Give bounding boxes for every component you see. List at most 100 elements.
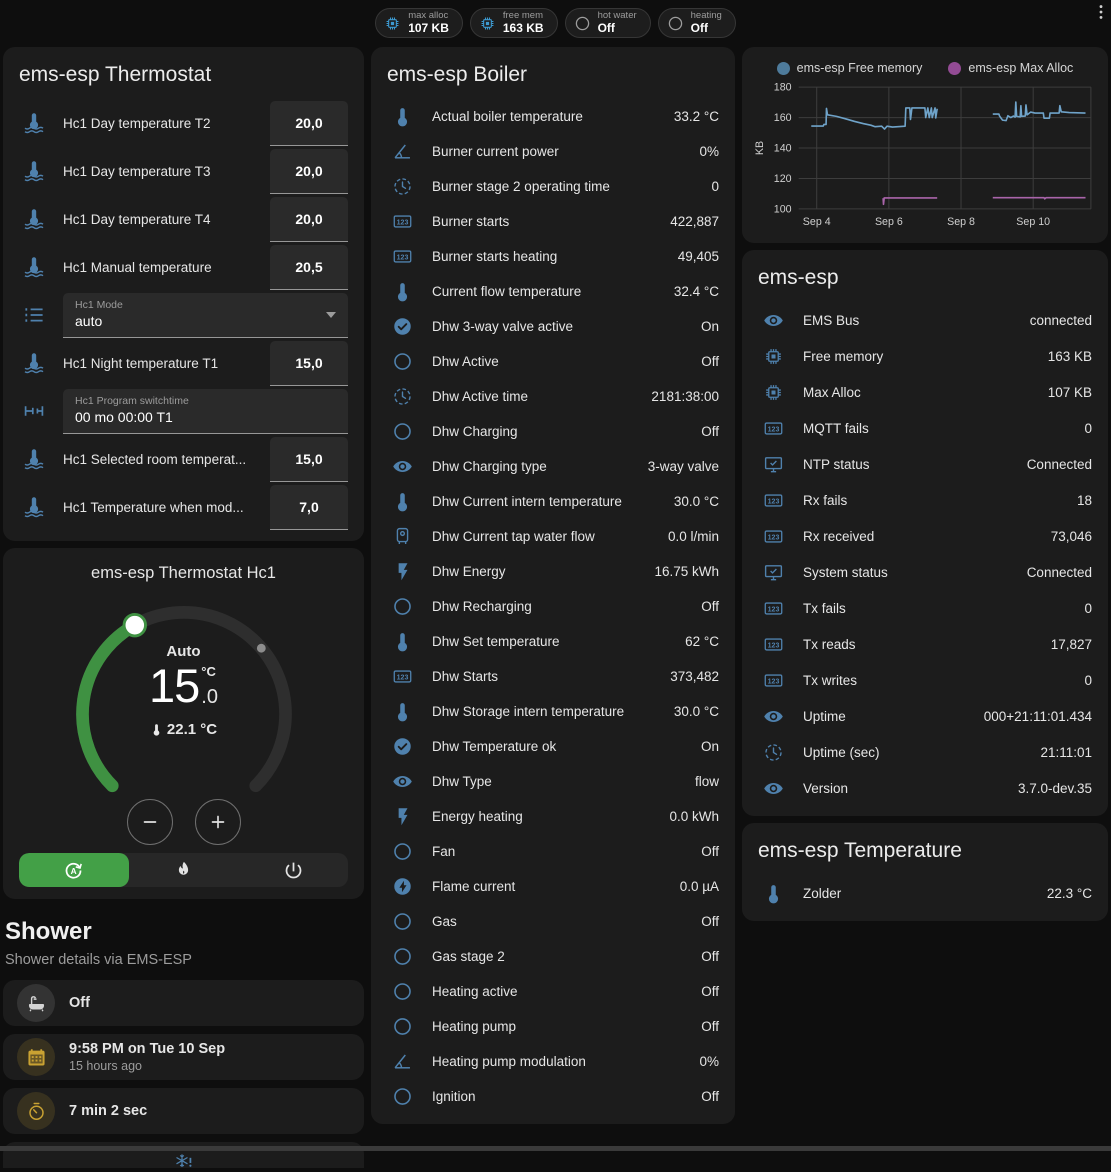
number-input[interactable]: 20,0: [270, 196, 348, 242]
legend-dot-icon: [948, 61, 962, 75]
entity-row[interactable]: Free memory 163 KB: [758, 338, 1092, 374]
entity-row[interactable]: 123 Dhw Starts 373,482: [387, 659, 719, 694]
circle-icon: [392, 841, 413, 862]
entity-row[interactable]: Dhw Charging Off: [387, 414, 719, 449]
entity-row[interactable]: 123 MQTT fails 0: [758, 410, 1092, 446]
more-options-button[interactable]: [1091, 2, 1111, 22]
entity-row[interactable]: EMS Bus connected: [758, 302, 1092, 338]
entity-row[interactable]: Gas stage 2 Off: [387, 939, 719, 974]
entity-row[interactable]: Dhw Current intern temperature 30.0 °C: [387, 484, 719, 519]
entity-row[interactable]: Flame current 0.0 µA: [387, 869, 719, 904]
flash-icon: [392, 806, 413, 827]
chart-legend: ems-esp Free memory ems-esp Max Alloc: [752, 61, 1098, 75]
shower-title: Shower: [5, 918, 92, 945]
svg-text:180: 180: [774, 82, 792, 94]
entity-row[interactable]: Dhw Active time 2181:38:00: [387, 379, 719, 414]
number-input[interactable]: 15,0: [270, 436, 348, 482]
thermometer-icon: [763, 883, 784, 904]
thermostat-setting-row: Hc1 Day temperature T4 20,0 Hc1 Day temp…: [19, 195, 348, 243]
header-chip[interactable]: free mem 163 KB: [469, 8, 558, 38]
entity-row[interactable]: 123 Rx received 73,046: [758, 518, 1092, 554]
entity-row[interactable]: Zolder 22.3 °C: [758, 875, 1092, 911]
legend-item[interactable]: ems-esp Free memory: [776, 61, 922, 75]
shower-item[interactable]: Off: [3, 980, 364, 1026]
entity-row[interactable]: 123 Tx reads 17,827: [758, 626, 1092, 662]
select-input[interactable]: Hc1 Program switchtime 00 mo 00:00 T1: [63, 388, 348, 434]
eye-icon: [392, 771, 413, 792]
header-chip[interactable]: hot water Off: [564, 8, 651, 38]
water-heater-icon: [392, 526, 413, 547]
entity-row[interactable]: Dhw Temperature ok On: [387, 729, 719, 764]
thermostat-card-title: ems-esp Thermostat Hc1: [91, 564, 276, 582]
dial-readout: Auto 15 °C .0 22.1 °C: [59, 591, 309, 837]
entity-row[interactable]: Dhw Charging type 3-way valve: [387, 449, 719, 484]
number-input[interactable]: 15,0: [270, 340, 348, 386]
entity-row[interactable]: Burner current power 0%: [387, 134, 719, 169]
shower-item[interactable]: 9:58 PM on Tue 10 Sep 15 hours ago: [3, 1034, 364, 1080]
header-chip[interactable]: max alloc 107 KB: [375, 8, 463, 38]
counter-icon: 123: [763, 490, 784, 511]
entity-row[interactable]: Heating active Off: [387, 974, 719, 1009]
entity-row[interactable]: Energy heating 0.0 kWh: [387, 799, 719, 834]
dial-arc[interactable]: [59, 591, 309, 837]
current-temperature: 22.1 °C: [150, 721, 217, 738]
entity-row[interactable]: Current flow temperature 32.4 °C: [387, 274, 719, 309]
entity-row[interactable]: 123 Burner starts 422,887: [387, 204, 719, 239]
shower-item[interactable]: 7 min 2 sec: [3, 1088, 364, 1134]
hvac-mode-button[interactable]: A: [19, 853, 129, 887]
svg-text:123: 123: [768, 498, 780, 505]
entity-row[interactable]: Dhw Active Off: [387, 344, 719, 379]
entity-row[interactable]: Max Alloc 107 KB: [758, 374, 1092, 410]
check-circle-icon: [392, 736, 413, 757]
header-chip[interactable]: heating Off: [657, 8, 736, 38]
counter-icon: 123: [392, 666, 413, 687]
entity-row[interactable]: Dhw Storage intern temperature 30.0 °C: [387, 694, 719, 729]
hvac-mode-button[interactable]: [238, 853, 348, 887]
legend-item[interactable]: ems-esp Max Alloc: [948, 61, 1073, 75]
entity-row[interactable]: Heating pump Off: [387, 1009, 719, 1044]
number-input[interactable]: 20,5: [270, 244, 348, 290]
circle-icon: [392, 421, 413, 442]
circle-icon: [392, 596, 413, 617]
chip-icon: [384, 15, 401, 32]
entity-row[interactable]: Actual boiler temperature 33.2 °C: [387, 99, 719, 134]
thermostat-dial: Auto 15 °C .0 22.1 °C: [59, 591, 309, 845]
select-input[interactable]: Hc1 Mode auto: [63, 292, 348, 338]
number-input[interactable]: 20,0: [270, 100, 348, 146]
entity-row[interactable]: Version 3.7.0-dev.35: [758, 770, 1092, 806]
target-temperature: 15 °C .0: [149, 658, 218, 712]
entity-row[interactable]: Dhw Recharging Off: [387, 589, 719, 624]
entity-row[interactable]: Dhw Type flow: [387, 764, 719, 799]
entity-row[interactable]: 123 Rx fails 18: [758, 482, 1092, 518]
entity-row[interactable]: Gas Off: [387, 904, 719, 939]
entity-row[interactable]: Heating pump modulation 0%: [387, 1044, 719, 1079]
number-input[interactable]: 7,0: [270, 484, 348, 530]
entity-row[interactable]: NTP status Connected: [758, 446, 1092, 482]
chevron-down-icon: [326, 311, 336, 318]
entity-row[interactable]: Uptime (sec) 21:11:01: [758, 734, 1092, 770]
number-input[interactable]: 20,0: [270, 148, 348, 194]
emsesp-entity-list: EMS Bus connected Free memory 163 KB Max…: [758, 302, 1092, 806]
entity-row[interactable]: 123 Burner starts heating 49,405: [387, 239, 719, 274]
temperature-decrease-button[interactable]: [126, 799, 173, 845]
memory-history-chart: 100 120 140 160 180 Sep 4 Sep 6 Sep 8 Sep 10 KB: [754, 82, 1092, 228]
entity-row[interactable]: Fan Off: [387, 834, 719, 869]
entity-row[interactable]: Dhw Current tap water flow 0.0 l/min: [387, 519, 719, 554]
entity-row[interactable]: Dhw Set temperature 62 °C: [387, 624, 719, 659]
entity-row[interactable]: System status Connected: [758, 554, 1092, 590]
entity-row[interactable]: Ignition Off: [387, 1079, 719, 1114]
thermometer-water-icon: [22, 111, 46, 135]
entity-row[interactable]: Dhw 3-way valve active On: [387, 309, 719, 344]
counter-icon: 123: [392, 246, 413, 267]
entity-row[interactable]: Dhw Energy 16.75 kWh: [387, 554, 719, 589]
entity-row[interactable]: 123 Tx fails 0: [758, 590, 1092, 626]
counter-icon: 123: [763, 598, 784, 619]
card-title: ems-esp Boiler: [387, 63, 528, 86]
hvac-mode-button[interactable]: [129, 853, 239, 887]
svg-text:123: 123: [768, 678, 780, 685]
format-list-icon: [22, 303, 46, 327]
entity-row[interactable]: Uptime 000+21:11:01.434: [758, 698, 1092, 734]
entity-row[interactable]: Burner stage 2 operating time 0: [387, 169, 719, 204]
entity-row[interactable]: 123 Tx writes 0: [758, 662, 1092, 698]
temperature-increase-button[interactable]: [194, 799, 241, 845]
